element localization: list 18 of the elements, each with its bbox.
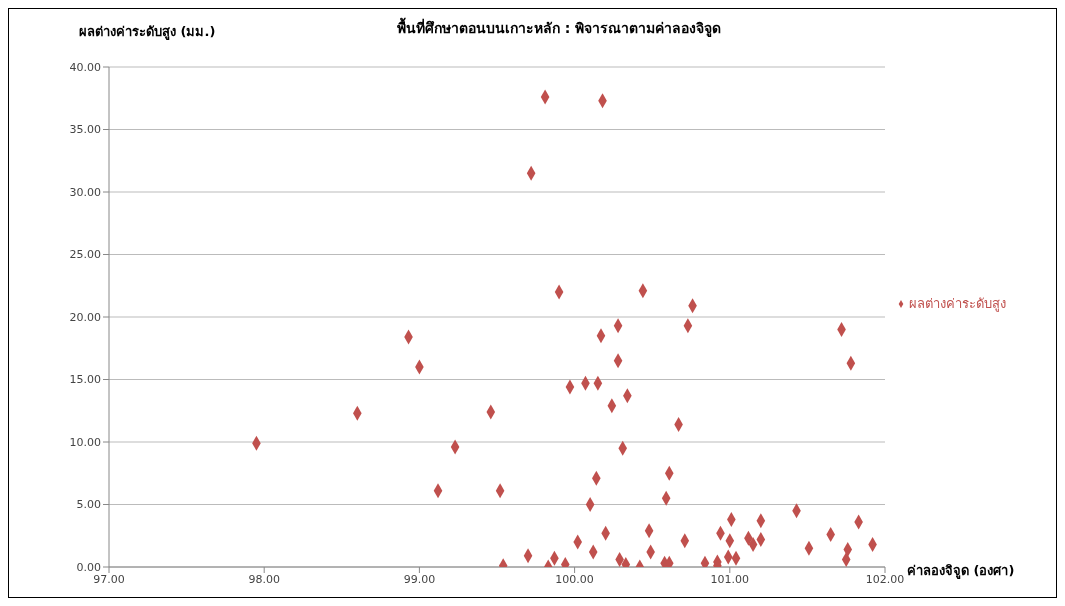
y-tick-label: 10.00 [69,435,101,449]
y-axis-title: ผลต่างค่าระดับสูง (มม.) [79,23,216,42]
y-tick-label: 40.00 [69,60,101,74]
y-tick-label: 0.00 [76,560,101,574]
y-tick-label: 35.00 [69,123,101,137]
x-tick-label: 98.00 [248,572,280,586]
x-axis-title: ค่าลองจิจูด (องศา) [907,562,1015,579]
y-tick-label: 20.00 [69,310,101,324]
y-tick-label: 30.00 [69,185,101,199]
x-tick-label: 97.00 [93,572,125,586]
y-tick-label: 25.00 [69,248,101,262]
x-tick-label: 100.00 [555,572,594,586]
legend-label: ผลต่างค่าระดับสูง [909,295,1006,311]
x-tick-label: 99.00 [403,572,436,586]
y-tick-label: 5.00 [76,498,101,512]
x-tick-label: 102.00 [865,572,905,586]
x-tick-label: 101.00 [710,572,750,586]
y-tick-label: 15.00 [69,373,101,387]
